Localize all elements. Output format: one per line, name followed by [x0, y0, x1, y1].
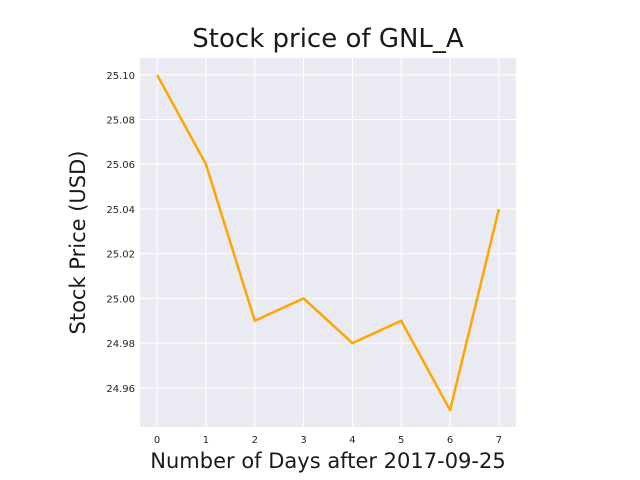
- y-tick-label: 25.08: [106, 116, 135, 127]
- chart-title: Stock price of GNL_A: [192, 24, 464, 54]
- x-axis: 0 1 2 3 4 5 6 7: [154, 435, 502, 446]
- x-tick-label: 1: [203, 435, 209, 446]
- y-tick-label: 25.10: [106, 71, 135, 82]
- x-tick-label: 0: [154, 435, 160, 446]
- series-line: [156, 74, 501, 412]
- x-tick-label: 3: [300, 435, 306, 446]
- x-tick-label: 7: [496, 435, 502, 446]
- x-tick-label: 5: [398, 435, 404, 446]
- x-tick-label: 2: [252, 435, 258, 446]
- y-axis: 24.96 24.98 25.00 25.02 25.04 25.06 25.08 25.10: [106, 71, 135, 395]
- x-tick-label: 4: [349, 435, 355, 446]
- y-tick-label: 24.96: [106, 384, 135, 395]
- y-tick-label: 25.04: [106, 205, 135, 216]
- grid: [140, 58, 516, 427]
- y-tick-label: 25.00: [106, 294, 135, 305]
- y-tick-label: 25.06: [106, 160, 135, 171]
- y-tick-label: 24.98: [106, 339, 135, 350]
- x-axis-label: Number of Days after 2017-09-25: [150, 449, 505, 473]
- x-tick-label: 6: [447, 435, 453, 446]
- y-axis-label: Stock Price (USD): [66, 151, 90, 335]
- y-tick-label: 25.02: [106, 250, 135, 261]
